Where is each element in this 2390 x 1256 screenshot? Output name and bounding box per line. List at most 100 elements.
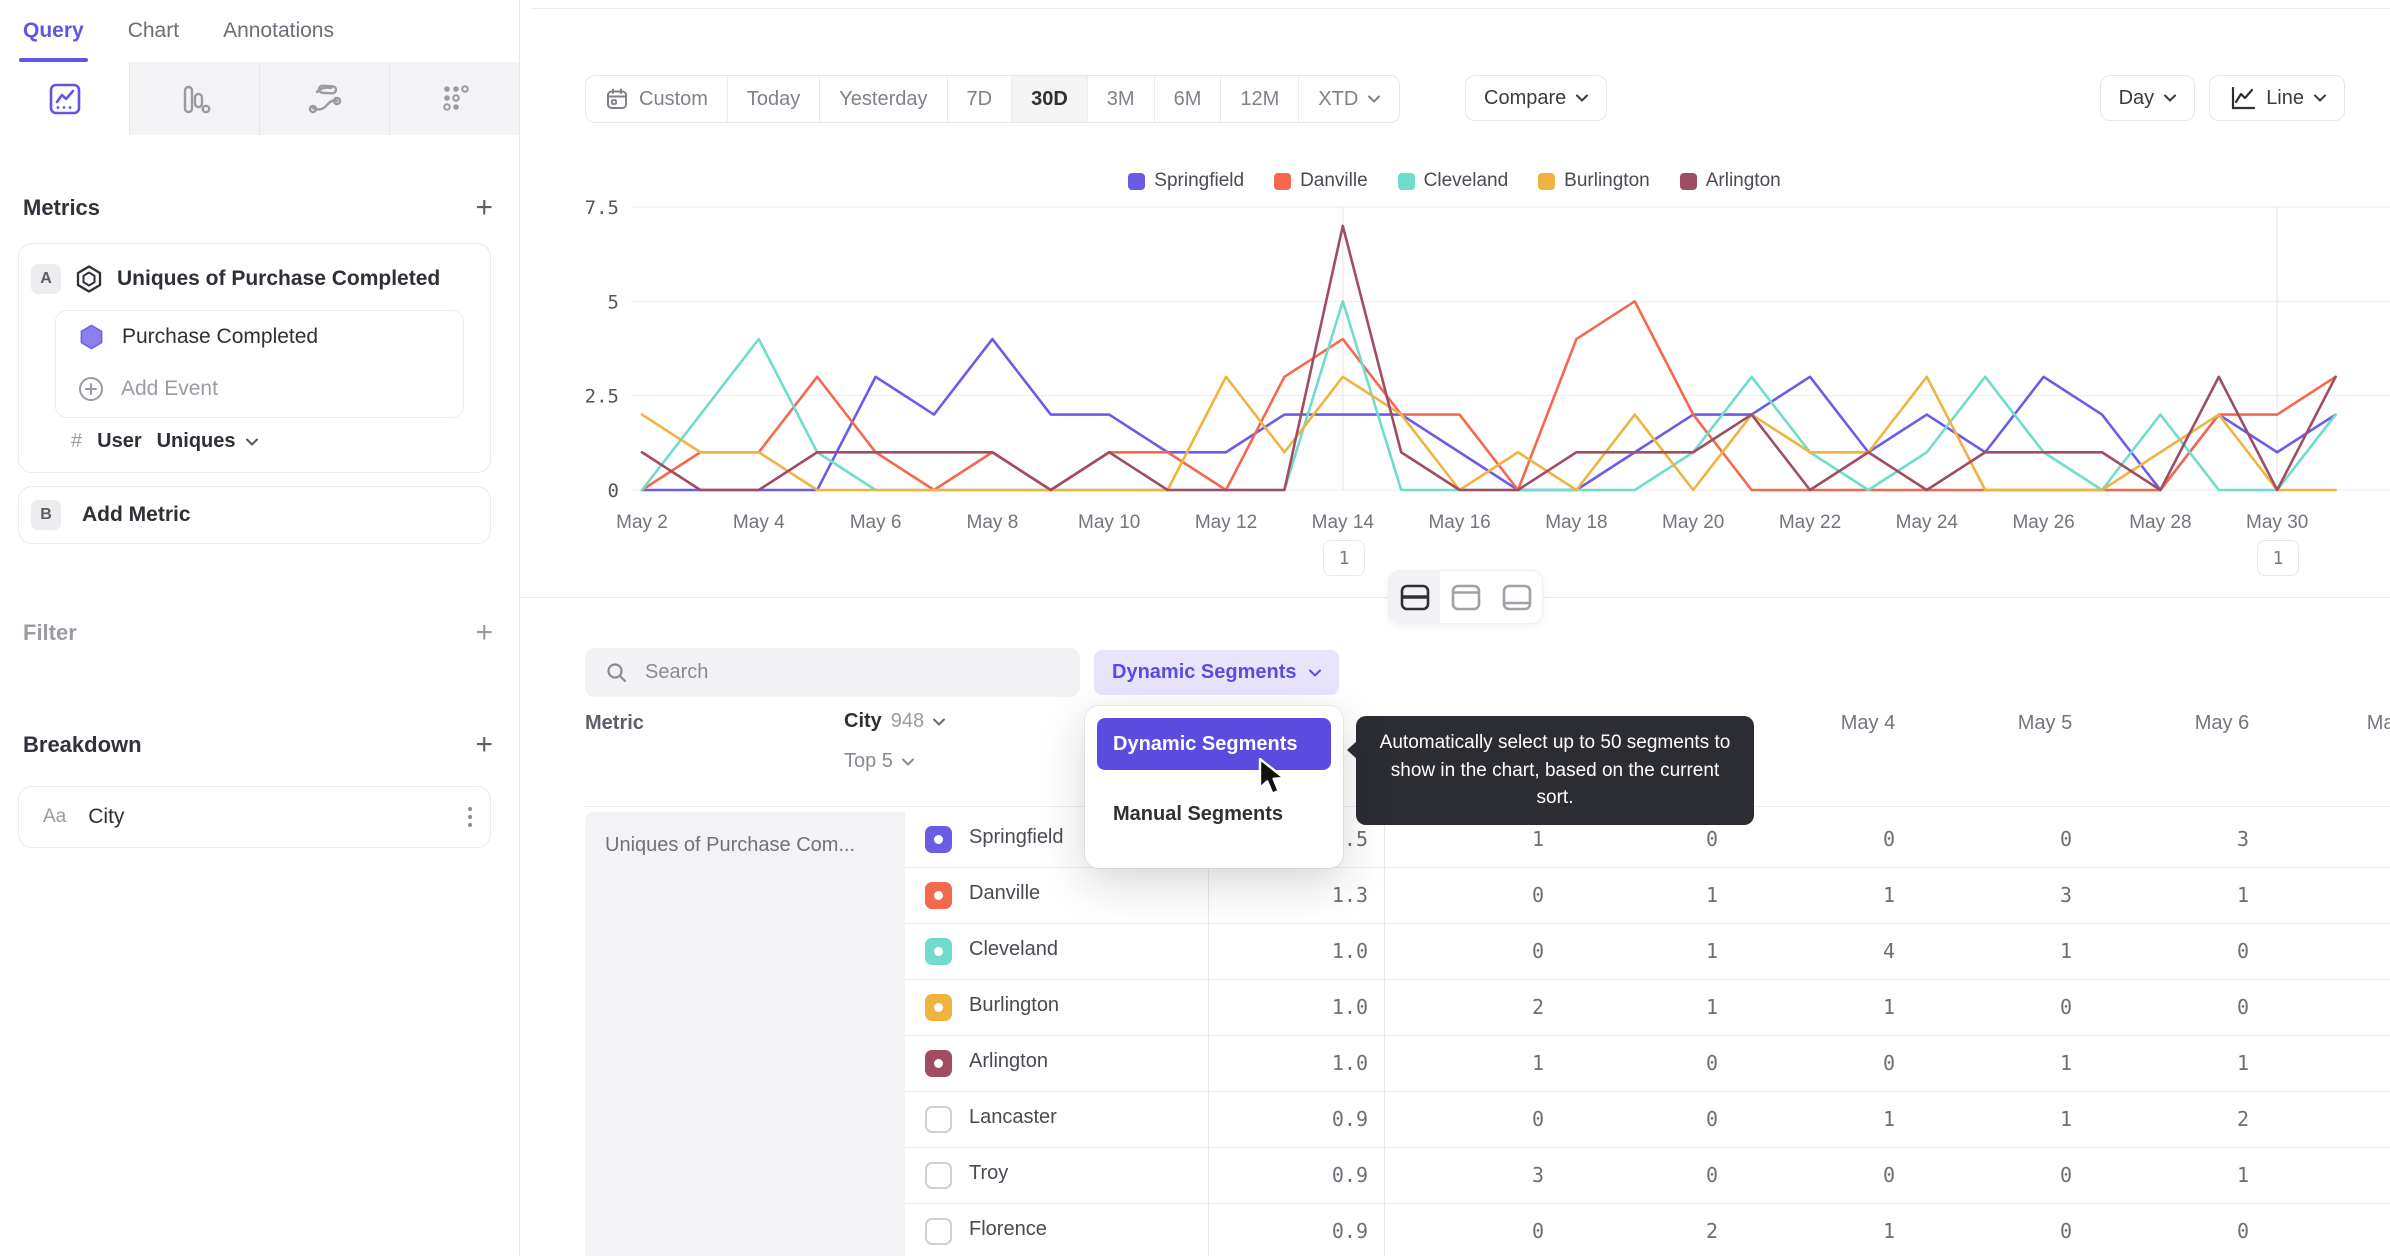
breakdown-title: Breakdown [23, 732, 142, 757]
day-value: 3 [2059, 883, 2073, 907]
table-header-city[interactable]: City 948 [844, 710, 946, 733]
annotation-badge-may14[interactable]: 1 [1323, 540, 1365, 576]
segment-checkbox[interactable] [925, 826, 952, 853]
add-filter-plus-icon[interactable]: + [475, 616, 493, 649]
tab-flow-chart[interactable] [260, 62, 390, 135]
day-value: 1 [1882, 1107, 1896, 1131]
day-value: 3 [1531, 1163, 1545, 1187]
date-range-6m[interactable]: 6M [1155, 76, 1222, 122]
add-event-row[interactable]: Add Event [56, 363, 463, 415]
chevron-down-icon [1308, 669, 1321, 677]
table-column-separator [1384, 812, 1385, 1256]
table-row-springfield: Springfield 1.5 1 0 0 0 3 [905, 812, 2390, 868]
metric-card-a[interactable]: A Uniques of Purchase Completed Purchase… [18, 243, 491, 473]
svg-text:May 30: May 30 [2246, 512, 2308, 533]
day-value: 1 [1705, 939, 1719, 963]
day-value: 1 [2059, 1051, 2073, 1075]
sidebar-tab-chart[interactable]: Chart [127, 19, 180, 42]
date-range-yesterday[interactable]: Yesterday [820, 76, 948, 122]
legend-swatch [1679, 172, 1697, 190]
split-view-button[interactable] [1389, 571, 1440, 623]
day-value: 1 [2236, 883, 2250, 907]
day-value: 0 [2059, 827, 2073, 851]
add-breakdown-plus-icon[interactable]: + [475, 728, 493, 761]
segment-name: Lancaster [969, 1106, 1057, 1128]
table-day-header: May 4 [1840, 712, 1896, 734]
segment-checkbox[interactable] [925, 1162, 952, 1189]
search-input[interactable] [643, 660, 1027, 685]
measure-type-dropdown[interactable]: Uniques [157, 430, 258, 453]
date-range-12m[interactable]: 12M [1221, 76, 1300, 122]
segment-checkbox[interactable] [925, 1106, 952, 1133]
day-value: 1 [2059, 939, 2073, 963]
sidebar-tab-query[interactable]: Query [19, 0, 88, 62]
hexagon-filled-icon [80, 324, 103, 350]
menu-item-dynamic-segments[interactable]: Dynamic Segments [1097, 718, 1331, 770]
chart-only-view-icon [1451, 584, 1480, 610]
day-value: 1 [2236, 1163, 2250, 1187]
segment-checkbox[interactable] [925, 938, 952, 965]
day-value: 1 [1531, 1051, 1545, 1075]
table-only-view-button[interactable] [1491, 571, 1542, 623]
date-range-custom[interactable]: Custom [586, 76, 728, 122]
event-row-purchase-completed[interactable]: Purchase Completed [56, 311, 463, 363]
legend-item-cleveland[interactable]: Cleveland [1397, 170, 1508, 192]
compare-button[interactable]: Compare [1465, 75, 1608, 121]
breakdown-property-name: City [88, 805, 125, 828]
chart-style-button[interactable]: Line [2209, 75, 2345, 121]
table-metric-cell: Uniques of Purchase Com... [585, 812, 905, 1256]
menu-item-manual-segments[interactable]: Manual Segments [1113, 802, 1284, 825]
date-range-today[interactable]: Today [728, 76, 821, 122]
legend-item-danville[interactable]: Danville [1274, 170, 1368, 192]
chart-controls: Day Line [2099, 75, 2345, 121]
chart-only-view-button[interactable] [1440, 571, 1491, 623]
tab-line-chart[interactable] [0, 62, 130, 135]
date-range-xtd[interactable]: XTD [1299, 76, 1399, 122]
svg-text:May 8: May 8 [967, 512, 1019, 533]
measure-entity[interactable]: User [97, 430, 142, 452]
segment-checkbox[interactable] [925, 1050, 952, 1077]
main-area: Custom Today Yesterday 7D 30D 3M 6M 12M XTD Comp… [519, 0, 2390, 1256]
avg-value: 1.3 [1331, 883, 1368, 907]
segment-name: Florence [969, 1218, 1047, 1240]
legend-item-burlington[interactable]: Burlington [1538, 170, 1650, 192]
line-style-icon [2232, 86, 2256, 110]
segment-search[interactable] [585, 648, 1080, 697]
tab-scatter-chart[interactable] [390, 62, 519, 135]
day-value: 1 [1882, 1219, 1896, 1243]
add-metric-label: Add Metric [82, 503, 191, 526]
svg-text:May 16: May 16 [1428, 512, 1490, 533]
legend-swatch [1538, 172, 1556, 190]
chevron-down-icon [2164, 94, 2177, 102]
date-range-3m[interactable]: 3M [1088, 76, 1155, 122]
kebab-menu-icon[interactable] [468, 807, 472, 827]
segment-table-rows: Springfield 1.5 1 0 0 0 3 Danville 1.3 0 1 1 3 1 Cleve… [905, 812, 2390, 1256]
annotation-badge-may30[interactable]: 1 [2257, 540, 2299, 576]
day-value: 4 [1882, 939, 1896, 963]
segment-name: Arlington [969, 1050, 1048, 1072]
segment-checkbox[interactable] [925, 994, 952, 1021]
bar-chart-icon [183, 85, 210, 113]
sidebar-tab-annotations[interactable]: Annotations [223, 19, 334, 42]
line-chart[interactable]: 0 2.5 5 7.5 May 2 May 4 May 6 May 8 May 10 May 12… [519, 160, 2390, 590]
table-day-header: May 7 [2366, 712, 2390, 734]
date-range-30d[interactable]: 30D [1012, 76, 1088, 122]
legend-item-springfield[interactable]: Springfield [1128, 170, 1244, 192]
date-range-7d[interactable]: 7D [948, 76, 1013, 122]
day-value: 0 [1531, 939, 1545, 963]
tab-bar-chart[interactable] [130, 62, 260, 135]
metric-a-badge: A [31, 264, 61, 294]
svg-text:0: 0 [608, 480, 619, 502]
add-metric-plus-icon[interactable]: + [475, 191, 493, 224]
metric-card-b[interactable]: B Add Metric [18, 486, 491, 544]
segment-checkbox[interactable] [925, 1218, 952, 1245]
svg-text:5: 5 [608, 291, 619, 313]
table-header-top5[interactable]: Top 5 [844, 750, 914, 773]
breakdown-card-city[interactable]: Aa City [18, 786, 491, 848]
interval-button[interactable]: Day [2099, 75, 2196, 121]
legend-item-arlington[interactable]: Arlington [1679, 170, 1781, 192]
segment-checkbox[interactable] [925, 882, 952, 909]
segments-mode-button[interactable]: Dynamic Segments [1094, 650, 1339, 695]
filter-title: Filter [23, 620, 77, 645]
day-value: 0 [1882, 1051, 1896, 1075]
